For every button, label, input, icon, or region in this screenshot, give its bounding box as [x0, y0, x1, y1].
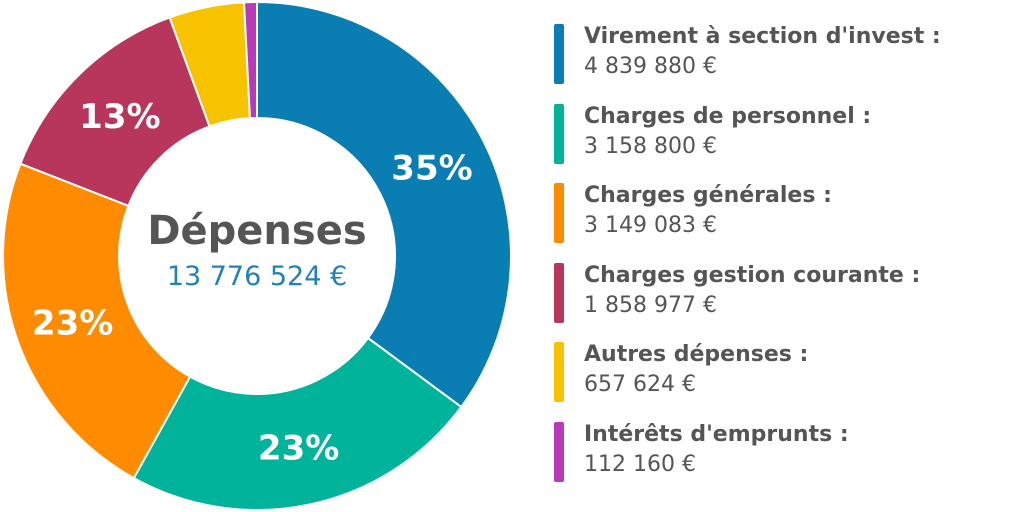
legend-item: Virement à section d'invest : 4 839 880 € — [554, 22, 1016, 84]
donut-slice-3 — [2, 162, 192, 480]
slice-label-3: 23% — [32, 304, 113, 344]
legend-value: 657 624 € — [584, 372, 696, 398]
legend-label: Virement à section d'invest : — [584, 24, 941, 49]
center-total: 13 776 524 € — [167, 261, 347, 292]
legend-label: Intérêts d'emprunts : — [584, 421, 849, 447]
donut-slice-1 — [256, 0, 512, 409]
legend: Virement à section d'invest : 4 839 880 €… — [554, 22, 1016, 500]
legend-item: Charges de personnel : 3 158 800 € — [554, 102, 1016, 164]
donut-chart: 35% 23% 23% 13% Dépenses 13 776 524 € — [2, 0, 512, 511]
donut-slice-2 — [132, 336, 463, 511]
legend-label: Charges gestion courante : — [584, 262, 921, 288]
slice-label-1: 35% — [391, 149, 472, 189]
legend-swatch — [554, 421, 564, 482]
legend-swatch — [554, 342, 564, 403]
legend-swatch — [554, 183, 564, 244]
legend-item: Charges gestion courante : 1 858 977 € — [554, 261, 1016, 323]
legend-swatch — [554, 103, 564, 164]
donut-slice-labels: 35% 23% 23% 13% — [32, 97, 473, 469]
legend-value: 3 158 800 € — [584, 133, 717, 159]
slice-label-2: 23% — [258, 429, 339, 469]
legend-label: Charges générales : — [584, 183, 832, 209]
donut-slice-4 — [19, 16, 211, 208]
legend-item: Autres dépenses : 657 624 € — [554, 340, 1016, 403]
legend-label: Charges de personnel : — [584, 103, 872, 129]
legend-swatch — [554, 262, 564, 323]
donut-slices — [2, 0, 512, 511]
slice-label-4: 13% — [79, 97, 160, 137]
legend-value: 4 839 880 € — [584, 54, 717, 79]
legend-value: 112 160 € — [584, 451, 696, 477]
legend-value: 3 149 083 € — [584, 213, 717, 239]
legend-item: Intérêts d'emprunts : 112 160 € — [554, 420, 1016, 482]
legend-label: Autres dépenses : — [584, 342, 809, 368]
donut-slice-6 — [242, 0, 258, 120]
center-title: Dépenses — [147, 208, 366, 254]
legend-swatch — [554, 24, 564, 84]
legend-item: Charges générales : 3 149 083 € — [554, 181, 1016, 244]
legend-value: 1 858 977 € — [584, 292, 717, 318]
